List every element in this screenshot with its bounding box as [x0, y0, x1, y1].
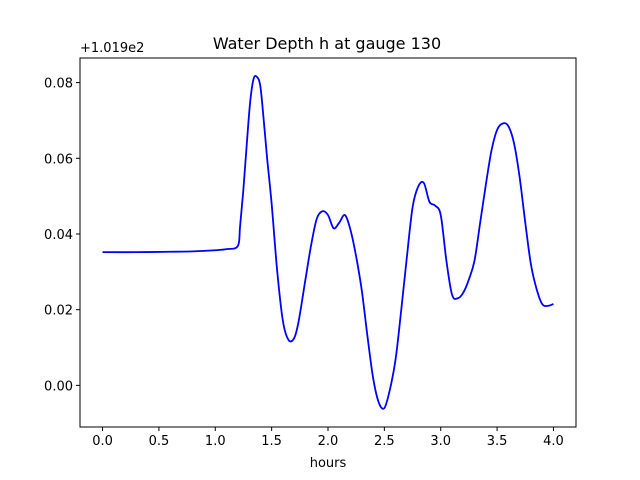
y-tick-label: 0.00 — [44, 379, 73, 394]
x-tick-label: 3.0 — [430, 434, 451, 449]
series-group — [102, 74, 554, 410]
x-tick-label: 0.5 — [149, 434, 170, 449]
x-tick-label: 1.5 — [261, 434, 282, 449]
x-tick-label: 4.0 — [543, 434, 564, 449]
y-tick-label: 0.06 — [44, 152, 73, 167]
x-axis: 0.0 0.5 1.0 1.5 2.0 2.5 3.0 3.5 4.0 — [92, 427, 564, 449]
chart-title: Water Depth h at gauge 130 — [213, 34, 441, 53]
y-axis: 0.00 0.02 0.04 0.06 0.08 — [44, 77, 80, 394]
y-tick-label: 0.02 — [44, 304, 73, 319]
x-tick-label: 2.0 — [318, 434, 339, 449]
plot-area: 0.0 0.5 1.0 1.5 2.0 2.5 3.0 3.5 4.0 0.00 0.02 0.04… — [44, 57, 577, 449]
x-tick-label: 1.0 — [205, 434, 226, 449]
x-axis-label: hours — [310, 456, 347, 471]
axes-frame — [79, 57, 577, 428]
x-tick-label: 2.5 — [374, 434, 395, 449]
x-tick-label: 3.5 — [487, 434, 508, 449]
series-line — [102, 74, 554, 410]
y-tick-label: 0.08 — [44, 77, 73, 92]
x-tick-label: 0.0 — [92, 434, 113, 449]
y-tick-label: 0.04 — [44, 228, 73, 243]
y-offset-text: +1.019e2 — [80, 41, 144, 56]
